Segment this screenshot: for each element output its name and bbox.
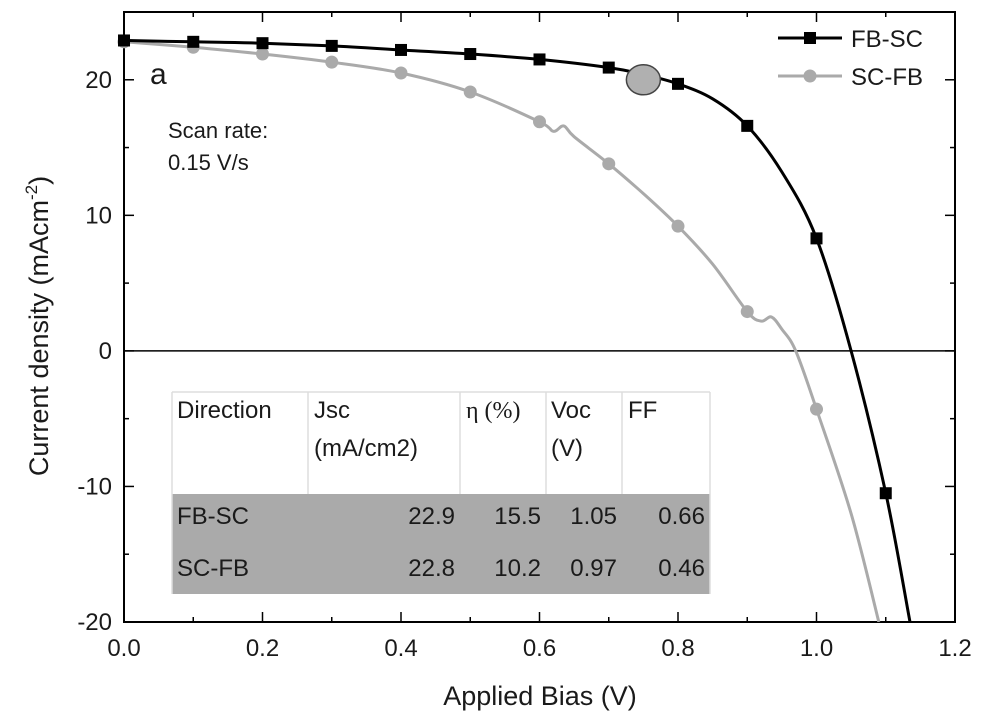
plot-frame — [123, 11, 956, 623]
table-row-eta: 10.2 — [494, 555, 541, 582]
x-tick-label: 0.2 — [246, 635, 279, 662]
table-row-direction: SC-FB — [177, 555, 249, 582]
table-row-jsc: 22.8 — [408, 555, 455, 582]
table-row-jsc: 22.9 — [408, 503, 455, 530]
y-axis-label-main: Current density (mAcm — [24, 200, 54, 476]
legend-label-sc-fb: SC-FB — [851, 64, 923, 91]
x-tick-label: 0.4 — [384, 635, 417, 662]
table-header-eta: η (%) — [466, 398, 521, 424]
highlight-marker — [625, 64, 662, 96]
scan-rate-label: Scan rate: — [168, 118, 268, 143]
table-row-voc: 1.05 — [570, 503, 617, 530]
data-point-sc-fb — [463, 85, 477, 99]
table-row-ff: 0.66 — [658, 503, 705, 530]
x-tick-label: 0.0 — [107, 635, 140, 662]
data-point-fb-sc — [464, 48, 477, 61]
y-tick-label: 20 — [85, 67, 112, 94]
data-point-fb-sc — [533, 53, 546, 66]
table-header-jsc-unit: (mA/cm2) — [314, 435, 418, 462]
table-header-voc-unit: (V) — [551, 435, 583, 462]
data-point-fb-sc — [810, 232, 823, 245]
data-point-fb-sc — [672, 77, 684, 90]
y-tick-label: 0 — [99, 338, 112, 365]
data-point-sc-fb — [325, 55, 339, 69]
data-point-fb-sc — [395, 43, 407, 56]
table-row-ff: 0.46 — [658, 555, 705, 582]
legend-label-fb-sc: FB-SC — [851, 26, 923, 53]
results-table: Direction Jsc (mA/cm2) η (%) Voc (V) FF … — [171, 391, 711, 594]
series-line-sc-fb — [124, 40, 881, 622]
table-header-jsc: Jsc — [314, 397, 350, 424]
legend-marker-fb-sc — [804, 32, 816, 44]
y-tick-label: 10 — [85, 202, 112, 229]
data-point-sc-fb — [394, 66, 408, 80]
data-layer: FB-SC SC-FB — [117, 26, 923, 622]
x-tick-label: 0.8 — [661, 635, 694, 662]
data-point-sc-fb — [671, 219, 685, 233]
y-axis-label-exponent: -2 — [22, 185, 41, 200]
data-point-sc-fb — [533, 115, 546, 129]
table-row-fill — [172, 494, 710, 594]
data-point-fb-sc — [118, 34, 130, 47]
scan-rate-value: 0.15 V/s — [168, 150, 249, 175]
x-tick-label: 1.0 — [800, 635, 833, 662]
table-row-eta: 15.5 — [494, 503, 541, 530]
y-axis-label-close: ) — [24, 176, 54, 185]
data-point-fb-sc — [187, 35, 200, 48]
legend-marker-sc-fb — [803, 69, 817, 83]
data-point-fb-sc — [602, 61, 615, 74]
x-tick-label: 1.2 — [938, 635, 971, 662]
y-tick-label: -20 — [77, 609, 112, 636]
table-header-voc: Voc — [551, 397, 591, 424]
legend: FB-SC SC-FB — [778, 26, 923, 91]
data-point-fb-sc — [325, 39, 338, 52]
panel-label: a — [150, 58, 167, 91]
data-point-sc-fb — [602, 157, 616, 171]
data-point-sc-fb — [810, 402, 823, 416]
data-point-sc-fb — [740, 305, 754, 319]
table-header-direction: Direction — [177, 397, 272, 424]
text-layer: a Scan rate: 0.15 V/s Applied Bias (V) C… — [22, 58, 637, 711]
table-header-ff: FF — [628, 397, 657, 424]
table-row-voc: 0.97 — [570, 555, 617, 582]
data-point-fb-sc — [741, 119, 754, 132]
x-axis-label: Applied Bias (V) — [443, 681, 637, 711]
data-point-sc-fb — [256, 47, 269, 61]
table-row-direction: FB-SC — [177, 503, 249, 530]
data-point-fb-sc — [879, 487, 892, 500]
plot-frame-layer: 0.0 0.2 0.4 0.6 0.8 1.0 1.2 -20 -10 0 10 20 — [77, 11, 972, 662]
data-point-fb-sc — [256, 37, 269, 50]
y-tick-label: -10 — [77, 473, 112, 500]
y-axis-label: Current density (mAcm-2) — [22, 176, 54, 476]
x-tick-label: 0.6 — [523, 635, 556, 662]
